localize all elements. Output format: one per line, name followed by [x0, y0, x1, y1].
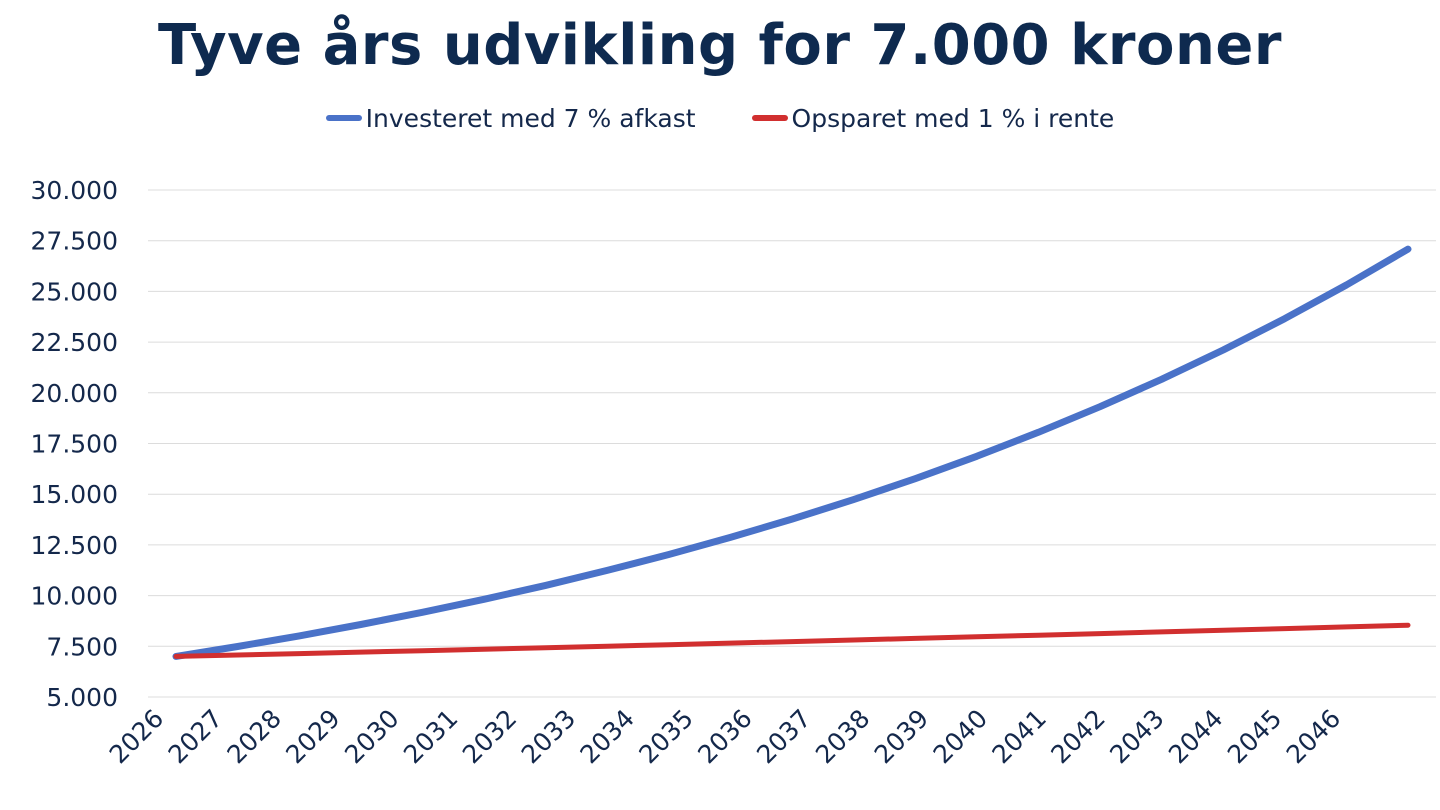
series-lines	[172, 245, 1412, 660]
legend-label-saved: Opsparet med 1 % i rente	[791, 103, 1115, 133]
y-tick-label: 22.500	[31, 328, 118, 357]
y-tick-label: 5.000	[46, 683, 118, 712]
x-tick-label: 2045	[1222, 704, 1287, 769]
legend-item-saved: Opsparet med 1 % i rente	[751, 103, 1115, 133]
x-axis-ticks: 2026202720282029203020312032203320342035…	[104, 704, 1346, 769]
y-tick-label: 20.000	[31, 379, 118, 408]
x-tick-label: 2034	[575, 704, 640, 769]
y-tick-label: 10.000	[31, 582, 118, 611]
x-tick-label: 2027	[163, 704, 228, 769]
x-tick-label: 2042	[1045, 704, 1110, 769]
x-tick-label: 2032	[457, 704, 522, 769]
y-tick-label: 30.000	[31, 176, 118, 205]
x-tick-label: 2030	[339, 704, 404, 769]
x-tick-label: 2033	[516, 704, 581, 769]
y-tick-label: 25.000	[31, 277, 118, 306]
legend-swatch-invested	[325, 115, 362, 121]
x-tick-label: 2036	[692, 704, 757, 769]
legend-item-invested: Investeret med 7 % afkast	[325, 103, 696, 133]
x-tick-label: 2046	[1281, 704, 1346, 769]
x-tick-label: 2043	[1104, 704, 1169, 769]
x-tick-label: 2039	[869, 704, 934, 769]
x-tick-label: 2031	[398, 704, 463, 769]
y-tick-label: 12.500	[31, 531, 118, 560]
chart-title: Tyve års udvikling for 7.000 kroner	[158, 13, 1282, 78]
x-tick-label: 2040	[928, 704, 993, 769]
series-line-saved	[173, 622, 1411, 659]
y-tick-label: 17.500	[31, 430, 118, 459]
y-axis-ticks: 5.000 7.500 10.000 12.500 15.000 17.500 20.000…	[31, 176, 118, 712]
x-tick-label: 2038	[810, 704, 875, 769]
y-tick-label: 7.500	[46, 632, 118, 661]
legend-label-invested: Investeret med 7 % afkast	[365, 103, 696, 133]
chart-legend: Investeret med 7 % afkast Opsparet med 1…	[0, 100, 1440, 136]
series-line-invested	[172, 245, 1412, 660]
gridlines	[148, 189, 1436, 698]
x-tick-label: 2029	[280, 704, 345, 769]
y-tick-label: 15.000	[31, 480, 118, 509]
x-tick-label: 2041	[986, 704, 1051, 769]
x-tick-label: 2037	[751, 704, 816, 769]
legend-swatch-saved	[751, 115, 788, 121]
x-tick-label: 2044	[1163, 704, 1228, 769]
x-tick-label: 2035	[633, 704, 698, 769]
x-tick-label: 2028	[221, 704, 286, 769]
x-tick-label: 2026	[104, 704, 169, 769]
y-tick-label: 27.500	[31, 227, 118, 256]
